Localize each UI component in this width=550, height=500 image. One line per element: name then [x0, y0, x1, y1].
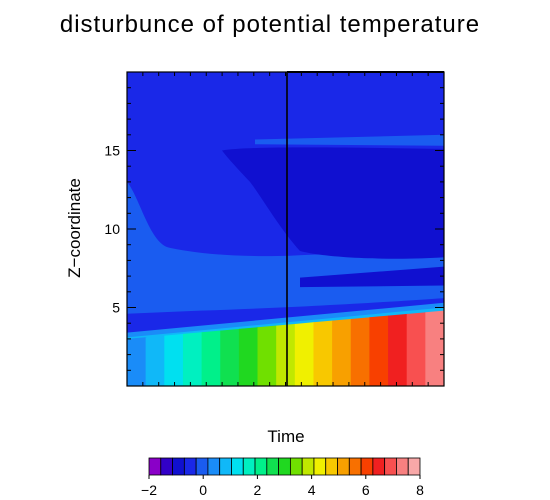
colorbar-swatch	[148, 457, 162, 476]
colorbar-swatch	[207, 457, 221, 476]
colorbar-swatch	[160, 457, 173, 476]
colorbar-swatch	[372, 457, 386, 476]
y-tick-label: 15	[104, 143, 120, 159]
colorbar-swatch	[289, 457, 303, 476]
mixed-layer-strip	[294, 322, 315, 386]
colorbar-swatch	[172, 457, 185, 476]
y-tick-label: 10	[104, 221, 120, 237]
colorbar-swatch	[219, 457, 232, 476]
colorbar-swatch	[195, 457, 209, 476]
mixed-layer-strip	[257, 325, 278, 386]
mixed-layer-strip	[406, 312, 427, 386]
colorbar-swatch	[231, 457, 244, 476]
colorbar-tick-label: −2	[141, 482, 157, 498]
colorbar-swatch	[348, 457, 362, 476]
mixed-layer-strip	[164, 333, 184, 386]
colorbar-swatch	[301, 457, 315, 476]
lower-dark-band	[300, 266, 444, 288]
plot-area	[126, 71, 445, 387]
mixed-layer-strip	[350, 317, 371, 386]
colorbar-swatch	[360, 457, 374, 476]
colorbar: −2 0 2 4 6 8	[141, 457, 424, 498]
mixed-layer-strip	[145, 335, 166, 386]
mixed-layer-strip	[238, 327, 259, 386]
colorbar-tick-label: 6	[362, 482, 370, 498]
negative-anomaly-core	[222, 147, 444, 259]
colorbar-swatch	[313, 457, 327, 476]
mixed-layer-strip	[313, 320, 334, 386]
colorbar-swatch	[325, 457, 338, 476]
mixed-layer-strip	[425, 310, 444, 386]
colorbar-tick-label: 4	[308, 482, 316, 498]
y-axis-ticks: 5 10 15	[104, 143, 120, 316]
colorbar-tick-label: 8	[416, 482, 424, 498]
mixed-layer-strip	[201, 330, 222, 386]
upper-streak	[255, 134, 444, 146]
colorbar-swatch	[254, 457, 268, 476]
colorbar-tick-label: 0	[199, 482, 207, 498]
colorbar-swatch	[384, 457, 397, 476]
mixed-layer-strip	[388, 313, 408, 386]
x-axis-label: Time	[267, 427, 304, 446]
y-tick-label: 5	[112, 300, 120, 316]
y-axis-label: Z−coordinate	[65, 178, 84, 278]
colorbar-swatch	[337, 457, 350, 476]
mixed-layer-strip	[220, 328, 240, 386]
mixed-layer-strip	[332, 318, 352, 386]
mixed-layer-strip	[276, 323, 296, 386]
colorbar-tick-label: 2	[254, 482, 262, 498]
colorbar-swatch	[183, 457, 197, 476]
mixed-layer-strip	[369, 315, 390, 386]
colorbar-swatch	[396, 457, 409, 476]
chart-title: disturbunce of potential temperature	[60, 11, 480, 38]
colorbar-swatch	[266, 457, 280, 476]
mixed-layer-strip	[127, 337, 147, 386]
mixed-layer-strip	[182, 332, 203, 386]
colorbar-swatch	[407, 457, 421, 476]
colorbar-swatch	[242, 457, 256, 476]
colorbar-swatch	[278, 457, 291, 476]
